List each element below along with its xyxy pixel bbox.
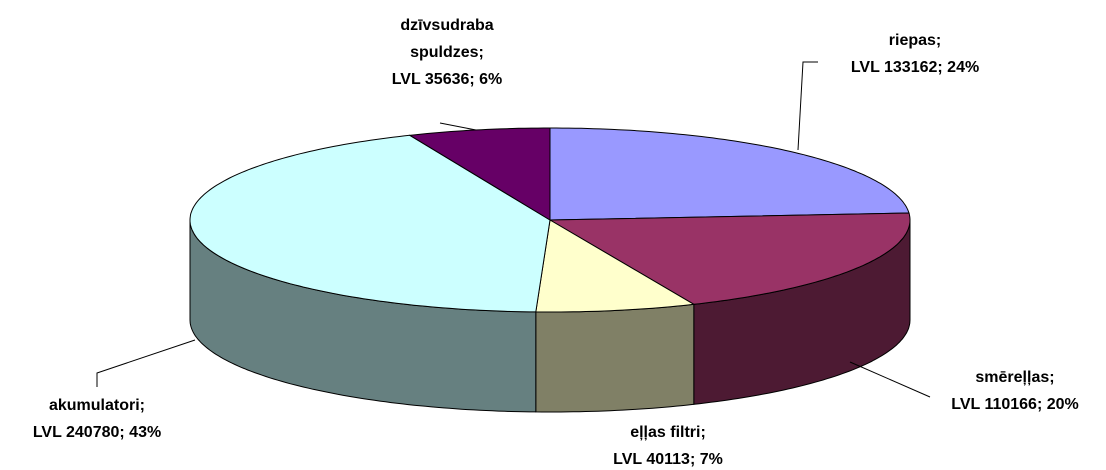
leader-line	[849, 361, 931, 398]
value-label: LVL 40113; 7%	[613, 451, 723, 468]
category-label-line: dzīvsudraba	[400, 17, 493, 34]
category-label: smēreļļas;	[975, 369, 1054, 386]
slice	[548, 212, 911, 305]
slice-side	[535, 303, 695, 413]
category-label: eļļas filtri;	[630, 424, 706, 441]
leader-line	[439, 122, 477, 131]
slice	[408, 127, 551, 221]
slice	[535, 219, 696, 313]
value-label: LVL 133162; 24%	[851, 59, 979, 76]
category-label-line: spuldzes;	[410, 44, 484, 61]
value-label: LVL 35636; 6%	[392, 71, 503, 88]
slice	[549, 127, 910, 221]
slice	[189, 134, 551, 313]
value-label: LVL 240780; 43%	[33, 424, 161, 441]
category-label: dzīvsudraba spuldzes;	[400, 17, 493, 61]
leader-line	[96, 339, 196, 387]
leader-line	[797, 61, 818, 151]
category-label: akumulatori;	[49, 397, 145, 414]
category-label: riepas;	[889, 32, 941, 49]
value-label: LVL 110166; 20%	[951, 396, 1079, 413]
